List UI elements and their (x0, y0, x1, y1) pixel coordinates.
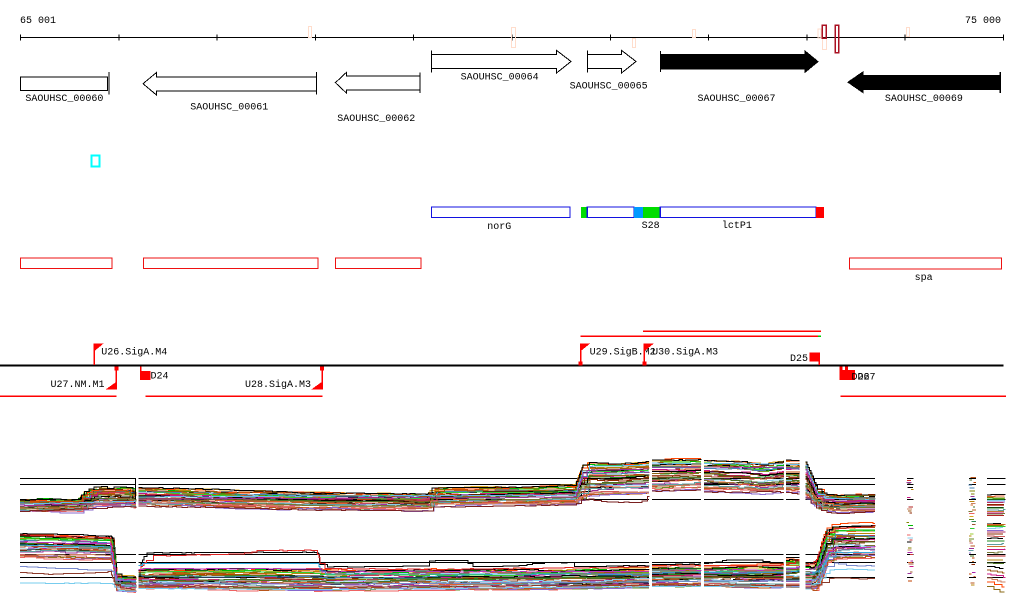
svg-text:U28.SigA.M3: U28.SigA.M3 (245, 379, 311, 391)
svg-text:SAOUHSC_00062: SAOUHSC_00062 (337, 114, 415, 125)
svg-text:S28: S28 (642, 221, 660, 232)
svg-text:U27.NM.M1: U27.NM.M1 (51, 380, 105, 391)
svg-text:lctP1: lctP1 (722, 220, 752, 232)
svg-text:spa: spa (915, 273, 933, 284)
svg-text:SAOUHSC_00064: SAOUHSC_00064 (461, 73, 539, 84)
svg-text:75 000: 75 000 (965, 16, 1001, 27)
svg-text:SAOUHSC_00069: SAOUHSC_00069 (885, 94, 963, 105)
svg-text:SAOUHSC_00061: SAOUHSC_00061 (190, 103, 268, 114)
svg-text:norG: norG (487, 222, 511, 233)
svg-text:SAOUHSC_00065: SAOUHSC_00065 (570, 82, 648, 93)
svg-text:D24: D24 (151, 371, 169, 382)
svg-text:65 001: 65 001 (20, 16, 56, 27)
svg-text:SAOUHSC_00060: SAOUHSC_00060 (25, 94, 103, 105)
svg-text:U30.SigA.M3: U30.SigA.M3 (652, 347, 718, 359)
svg-text:D26: D26 (852, 373, 870, 384)
svg-text:D27: D27 (858, 373, 876, 384)
svg-text:U26.SigA.M4: U26.SigA.M4 (101, 347, 167, 359)
svg-text:U29.SigB.M2: U29.SigB.M2 (590, 347, 656, 359)
svg-text:D25: D25 (790, 354, 808, 365)
svg-text:SAOUHSC_00067: SAOUHSC_00067 (698, 94, 776, 105)
